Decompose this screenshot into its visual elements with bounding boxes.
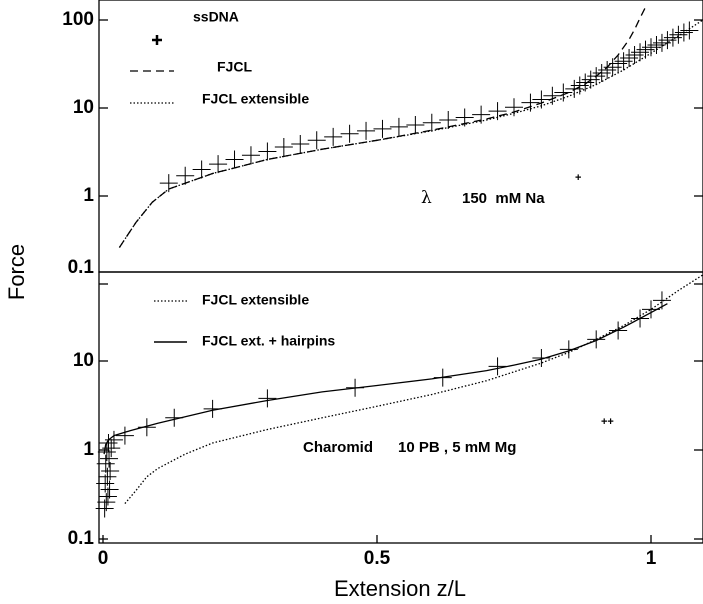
y-tick-label: 100 — [62, 9, 94, 30]
axes-frame — [98, 0, 703, 544]
data-point — [647, 35, 666, 54]
x-tick-label: 0 — [98, 548, 109, 569]
y-tick-label: 1 — [83, 185, 94, 206]
top-annotation: λ 150 mM Na + — [421, 172, 581, 208]
data-point — [258, 389, 277, 408]
data-point — [115, 426, 134, 445]
data-point — [192, 160, 211, 179]
x-axis-label: Extension z/L — [334, 576, 466, 601]
data-point — [373, 119, 392, 138]
data-point — [101, 462, 120, 481]
data-point — [307, 131, 326, 150]
data-point — [663, 28, 682, 47]
data-point — [625, 46, 644, 65]
data-point — [636, 40, 655, 59]
y-tick-label: 10 — [73, 97, 94, 118]
series-line-fjcl-extensible — [124, 274, 703, 505]
legend-label-fjcl-extensible: FJCL extensible — [202, 91, 309, 107]
series-line-fjcl — [118, 6, 647, 248]
annotation-text-bottom: Charomid 10 PB , 5 mM Mg — [303, 439, 516, 456]
data-point — [406, 116, 425, 135]
bottom-panel-frame — [98, 271, 703, 544]
data-point — [98, 487, 117, 506]
data-point — [587, 330, 606, 349]
data-point — [680, 21, 699, 40]
bottom-annotation: Charomid 10 PB , 5 mM Mg ++ — [303, 416, 614, 456]
legend-label-fjcl: FJCL — [217, 59, 252, 75]
x-tick-label: 1 — [646, 548, 657, 569]
data-point — [209, 155, 228, 174]
data-point — [324, 127, 343, 146]
data-point — [565, 79, 584, 98]
annotation-sup-top: + — [575, 172, 581, 184]
x-tick-label: 0.5 — [364, 548, 391, 569]
series-layer — [95, 6, 703, 518]
data-point — [357, 121, 376, 140]
data-point — [614, 52, 633, 71]
data-point — [291, 134, 310, 153]
data-point — [652, 33, 671, 52]
data-point — [620, 48, 639, 67]
data-point — [631, 43, 650, 62]
data-point — [225, 150, 244, 169]
annotation-sup-bottom: ++ — [601, 416, 614, 428]
data-point — [669, 25, 688, 44]
data-point — [389, 117, 408, 136]
data-point — [598, 61, 617, 80]
series-line-fjcl-ext-hairpins — [103, 303, 668, 455]
bottom-legend: FJCL extensible FJCL ext. + hairpins — [154, 292, 335, 349]
data-point — [581, 70, 600, 89]
data-point — [159, 174, 178, 193]
y-tick-label: 1 — [83, 439, 94, 460]
data-point — [258, 142, 277, 161]
data-point — [609, 54, 628, 73]
data-point — [488, 357, 507, 376]
data-point — [97, 442, 116, 461]
annotation-text-top: 150 mM Na — [462, 190, 545, 207]
data-point — [96, 474, 115, 493]
top-legend: ssDNA FJCL FJCL extensible — [130, 9, 309, 107]
legend-label-fjcl-extensible-bottom: FJCL extensible — [202, 292, 309, 308]
data-point — [658, 31, 677, 50]
data-point — [543, 86, 562, 105]
data-point — [532, 349, 551, 368]
data-point — [576, 73, 595, 92]
data-point — [340, 124, 359, 143]
data-point — [100, 449, 119, 468]
annotation-lambda: λ — [421, 188, 432, 208]
data-point — [422, 113, 441, 132]
y-axis-label: Force — [4, 244, 29, 300]
y-tick-label: 0.1 — [68, 528, 95, 549]
data-point — [99, 433, 118, 452]
data-point — [176, 166, 195, 185]
y-tick-label: 0.1 — [68, 257, 95, 278]
y-tick-label: 10 — [73, 350, 94, 371]
legend-label-hairpins: FJCL ext. + hairpins — [202, 333, 335, 349]
data-point — [96, 454, 115, 473]
data-point — [592, 63, 611, 82]
series-line-fjcl-extensible — [118, 19, 703, 248]
data-point — [274, 138, 293, 157]
data-point — [241, 146, 260, 165]
data-point — [554, 83, 573, 102]
data-point — [439, 111, 458, 130]
legend-label-ssdna: ssDNA — [193, 9, 239, 25]
data-points-0 — [159, 21, 699, 193]
